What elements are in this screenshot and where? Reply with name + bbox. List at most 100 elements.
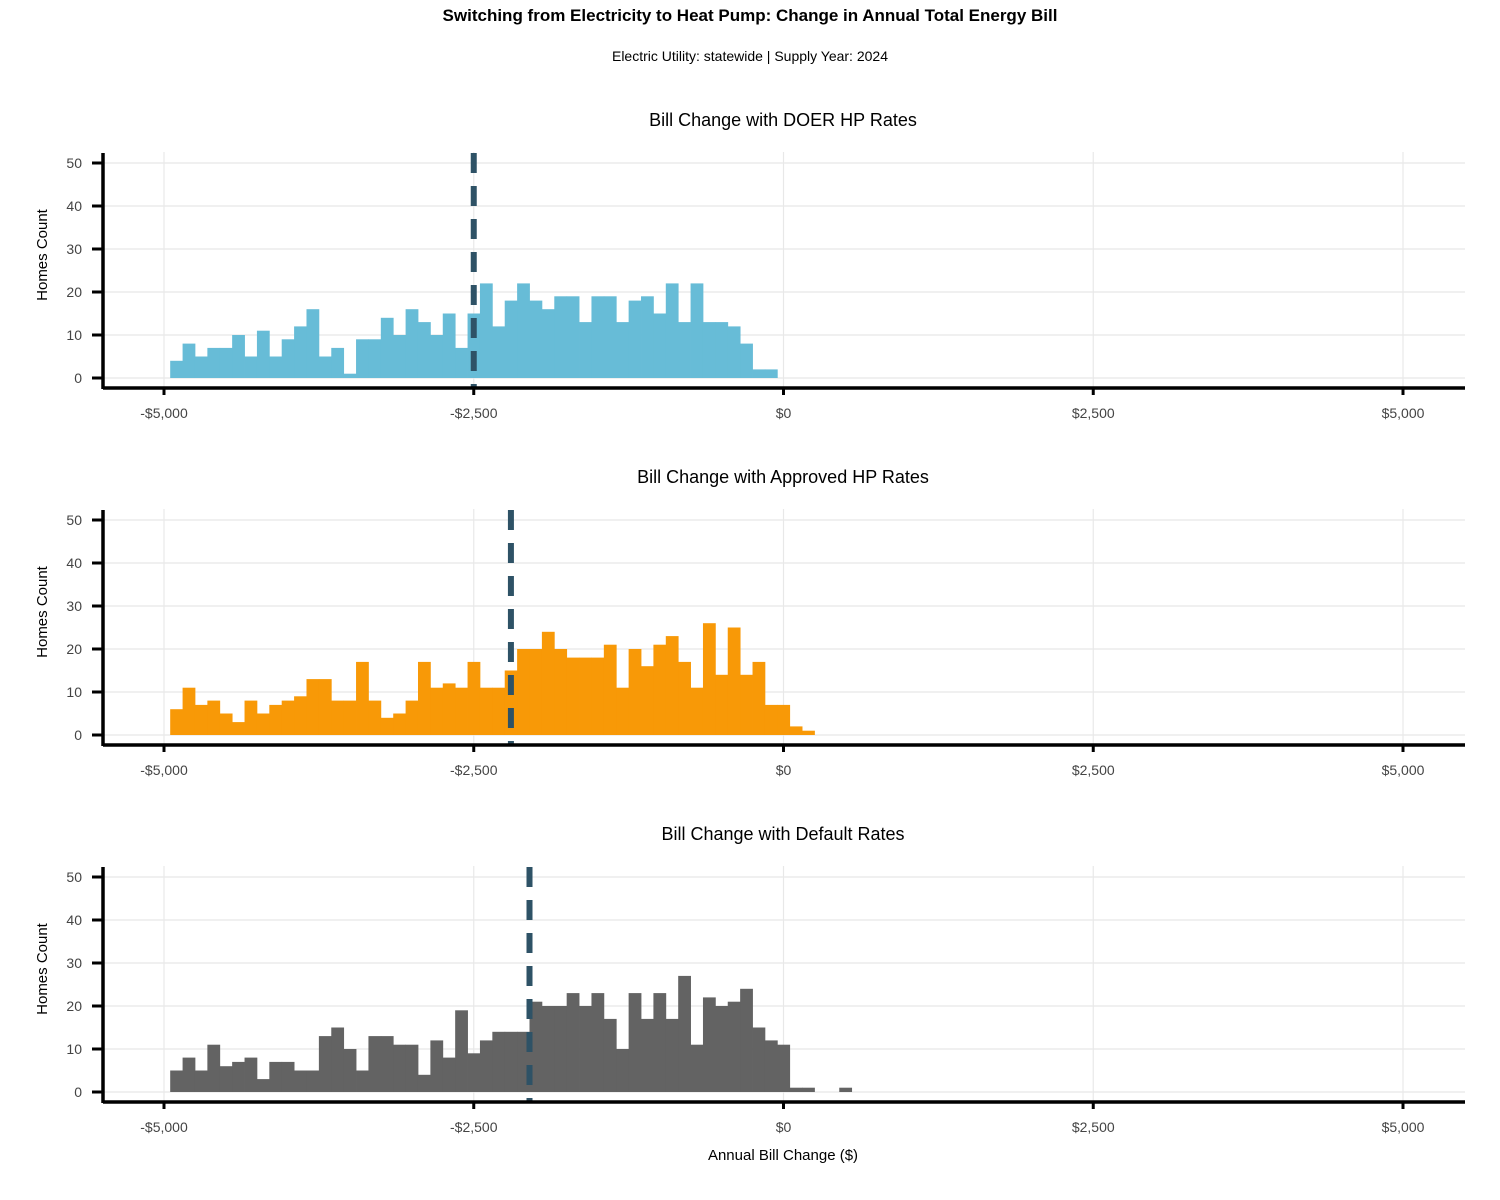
histogram-bar bbox=[269, 704, 283, 735]
histogram-bar bbox=[541, 631, 555, 735]
histogram-bar bbox=[306, 309, 320, 378]
histogram-bar bbox=[579, 657, 592, 735]
histogram-bar bbox=[678, 975, 691, 1092]
x-tick-label: -$5,000 bbox=[140, 405, 188, 421]
histogram-bar bbox=[331, 700, 345, 735]
y-tick-label: 50 bbox=[66, 869, 82, 885]
histogram-bar bbox=[492, 326, 506, 378]
x-tick-label: -$2,500 bbox=[450, 405, 498, 421]
histogram-bar bbox=[455, 347, 468, 378]
y-tick-label: 20 bbox=[66, 998, 82, 1014]
histogram-bar bbox=[591, 657, 605, 735]
histogram-bar bbox=[442, 683, 456, 735]
histogram-bar bbox=[467, 1053, 481, 1092]
histogram-bar bbox=[343, 373, 357, 378]
histogram-bar bbox=[244, 700, 258, 735]
histogram-bar bbox=[306, 679, 320, 735]
histogram-bar bbox=[554, 296, 568, 378]
histogram-bar bbox=[207, 700, 221, 735]
x-axis-label: Annual Bill Change ($) bbox=[708, 1147, 858, 1164]
histogram-bar bbox=[318, 1036, 332, 1092]
histogram-bar bbox=[405, 700, 419, 735]
histogram-bar bbox=[380, 1036, 394, 1092]
histogram-bar bbox=[591, 993, 605, 1092]
histogram-bar bbox=[343, 700, 357, 735]
histogram-bar bbox=[219, 713, 233, 735]
histogram-bar bbox=[579, 322, 592, 378]
histogram-bar bbox=[442, 1057, 456, 1092]
histogram-bar bbox=[170, 709, 183, 735]
histogram-bar bbox=[356, 661, 369, 735]
y-tick-label: 10 bbox=[66, 1041, 82, 1057]
y-axis-label: Homes Count bbox=[34, 922, 51, 1015]
histogram-bar bbox=[628, 993, 642, 1092]
histogram-bar bbox=[417, 322, 431, 378]
histogram-bar bbox=[764, 369, 778, 378]
x-tick-label: $0 bbox=[776, 762, 792, 778]
histogram-bar bbox=[517, 283, 530, 378]
histogram-bar bbox=[641, 1018, 654, 1092]
histogram-bar bbox=[232, 1061, 245, 1092]
histogram-bar bbox=[715, 674, 729, 735]
histogram-bar bbox=[207, 1044, 221, 1092]
histogram-bar bbox=[194, 704, 208, 735]
histogram-bar bbox=[479, 1040, 493, 1092]
histogram-bar bbox=[256, 1079, 270, 1092]
y-tick-label: 40 bbox=[66, 198, 82, 214]
histogram-bar bbox=[702, 623, 716, 735]
histogram-bar bbox=[690, 687, 704, 735]
x-tick-label: -$2,500 bbox=[450, 762, 498, 778]
histogram-bar bbox=[727, 326, 741, 378]
histogram-bar bbox=[269, 1061, 283, 1092]
histogram-bar bbox=[653, 993, 667, 1092]
histogram-bar bbox=[207, 347, 221, 378]
y-tick-label: 20 bbox=[66, 641, 82, 657]
histogram-bar bbox=[455, 1010, 468, 1092]
histogram-bar bbox=[653, 644, 667, 735]
chart-title: Switching from Electricity to Heat Pump:… bbox=[442, 6, 1058, 25]
histogram-bar bbox=[603, 644, 617, 735]
x-tick-label: $5,000 bbox=[1382, 1119, 1425, 1135]
histogram-bar bbox=[368, 700, 382, 735]
histogram-bar bbox=[529, 300, 543, 378]
histogram-bar bbox=[616, 687, 630, 735]
histogram-bar bbox=[702, 997, 716, 1092]
histogram-bar bbox=[740, 674, 753, 735]
histogram-bar bbox=[678, 322, 691, 378]
histogram-bar bbox=[219, 1066, 233, 1092]
y-tick-label: 40 bbox=[66, 912, 82, 928]
histogram-bar bbox=[182, 1057, 196, 1092]
histogram-bar bbox=[182, 343, 196, 378]
histogram-bar bbox=[194, 1070, 208, 1092]
histogram-bar bbox=[170, 1070, 183, 1092]
histogram-bar bbox=[740, 988, 753, 1092]
histogram-bar bbox=[789, 1087, 803, 1092]
x-tick-label: $0 bbox=[776, 405, 792, 421]
histogram-bar bbox=[566, 993, 580, 1092]
histogram-bar bbox=[752, 661, 766, 735]
histogram-bar bbox=[306, 1070, 320, 1092]
histogram-bar bbox=[653, 313, 667, 378]
y-tick-label: 30 bbox=[66, 241, 82, 257]
y-tick-label: 20 bbox=[66, 284, 82, 300]
histogram-bar bbox=[554, 649, 568, 735]
panel-title: Bill Change with Default Rates bbox=[661, 824, 904, 844]
histogram-bar bbox=[702, 322, 716, 378]
histogram-bar bbox=[579, 1006, 592, 1092]
histogram-bar bbox=[554, 1006, 568, 1092]
histogram-bar bbox=[393, 713, 407, 735]
histogram-bar bbox=[405, 309, 419, 378]
histogram-bar bbox=[517, 649, 530, 735]
histogram-bar bbox=[343, 1049, 357, 1092]
histogram-bar bbox=[665, 283, 679, 378]
histogram-bar bbox=[467, 661, 481, 735]
histogram-bar bbox=[529, 1001, 543, 1092]
histogram-bar bbox=[393, 1044, 407, 1092]
y-tick-label: 10 bbox=[66, 327, 82, 343]
histogram-bar bbox=[802, 1087, 815, 1092]
histogram-bar bbox=[665, 636, 679, 735]
histogram-bar bbox=[331, 347, 345, 378]
histogram-bar bbox=[628, 300, 642, 378]
histogram-bar bbox=[232, 335, 245, 378]
panel-title: Bill Change with Approved HP Rates bbox=[637, 467, 929, 487]
